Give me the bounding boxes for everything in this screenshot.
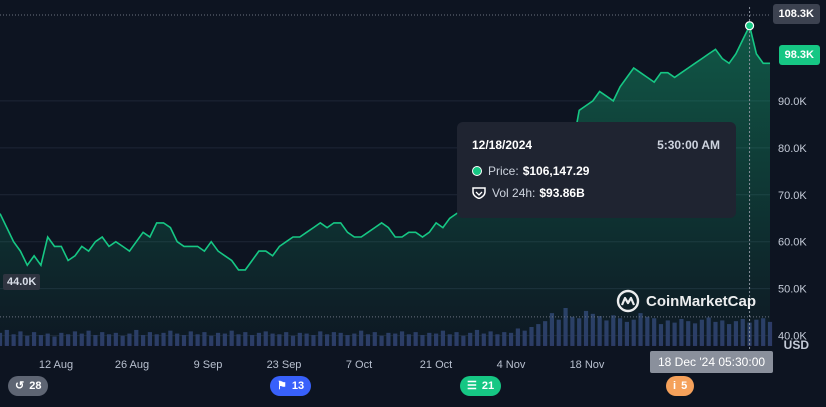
event-pill-document[interactable]: ☰ 21 — [460, 376, 502, 396]
y-tick-label: 50.0K — [778, 284, 807, 296]
currency-label: USD — [783, 338, 809, 352]
y-tick-label: 80.0K — [778, 143, 807, 155]
clock-history-icon: ↺ — [15, 379, 25, 392]
x-tick-label: 21 Oct — [420, 359, 452, 371]
event-count: 13 — [291, 380, 305, 392]
tooltip-time: 5:30:00 AM — [657, 138, 720, 152]
tooltip-date: 12/18/2024 — [472, 138, 533, 152]
price-tooltip: 12/18/2024 5:30:00 AM Price: $106,147.29… — [457, 122, 736, 218]
x-tick-label: 4 Nov — [497, 359, 526, 371]
y-axis-labels: 40.0K 50.0K 60.0K 70.0K 80.0K 90.0K — [778, 96, 807, 343]
y-tick-label: 90.0K — [778, 96, 807, 108]
tooltip-volume-label: Vol 24h: — [492, 186, 536, 200]
tooltip-volume-value: $93.86B — [539, 186, 585, 200]
event-count: 21 — [481, 380, 495, 392]
info-icon: i — [673, 379, 677, 392]
document-icon: ☰ — [467, 379, 477, 392]
event-pill-flag[interactable]: ⚑ 13 — [270, 376, 312, 396]
event-count: 5 — [681, 380, 688, 392]
tooltip-price-value: $106,147.29 — [522, 164, 590, 178]
x-tick-label: 7 Oct — [346, 359, 372, 371]
coinmarketcap-logo-icon — [616, 289, 640, 313]
max-price-badge: 108.3K — [772, 4, 820, 24]
event-pill-info[interactable]: i 5 — [666, 376, 695, 396]
event-count: 28 — [29, 380, 42, 392]
y-tick-label: 70.0K — [778, 190, 807, 202]
x-tick-label: 18 Nov — [570, 359, 605, 371]
price-line — [0, 23, 770, 271]
y-tick-label: 40.0K — [778, 331, 807, 343]
tooltip-price-label: Price: — [488, 164, 519, 178]
volume-icon — [472, 187, 486, 199]
watermark-text: CoinMarketCap — [646, 292, 757, 310]
x-tick-label: 26 Aug — [115, 359, 149, 371]
flag-icon: ⚑ — [277, 379, 287, 392]
event-pill-history[interactable]: ↺ 28 — [8, 376, 49, 396]
hover-point — [744, 21, 755, 31]
min-price-badge: 44.0K — [3, 274, 41, 290]
x-tick-label: 12 Aug — [39, 359, 73, 371]
x-tick-label: 9 Sep — [194, 359, 223, 371]
crosshair-date-badge: 18 Dec '24 05:30:00 — [650, 351, 774, 373]
price-dot-icon — [472, 166, 482, 176]
x-tick-label: 23 Sep — [267, 359, 302, 371]
price-area — [0, 25, 770, 346]
current-price-badge: 98.3K — [778, 45, 820, 65]
y-tick-label: 60.0K — [778, 237, 807, 249]
x-axis-labels: 12 Aug 26 Aug 9 Sep 23 Sep 7 Oct 21 Oct 4 Nov 1… — [39, 359, 605, 371]
coinmarketcap-watermark: CoinMarketCap — [616, 289, 756, 313]
